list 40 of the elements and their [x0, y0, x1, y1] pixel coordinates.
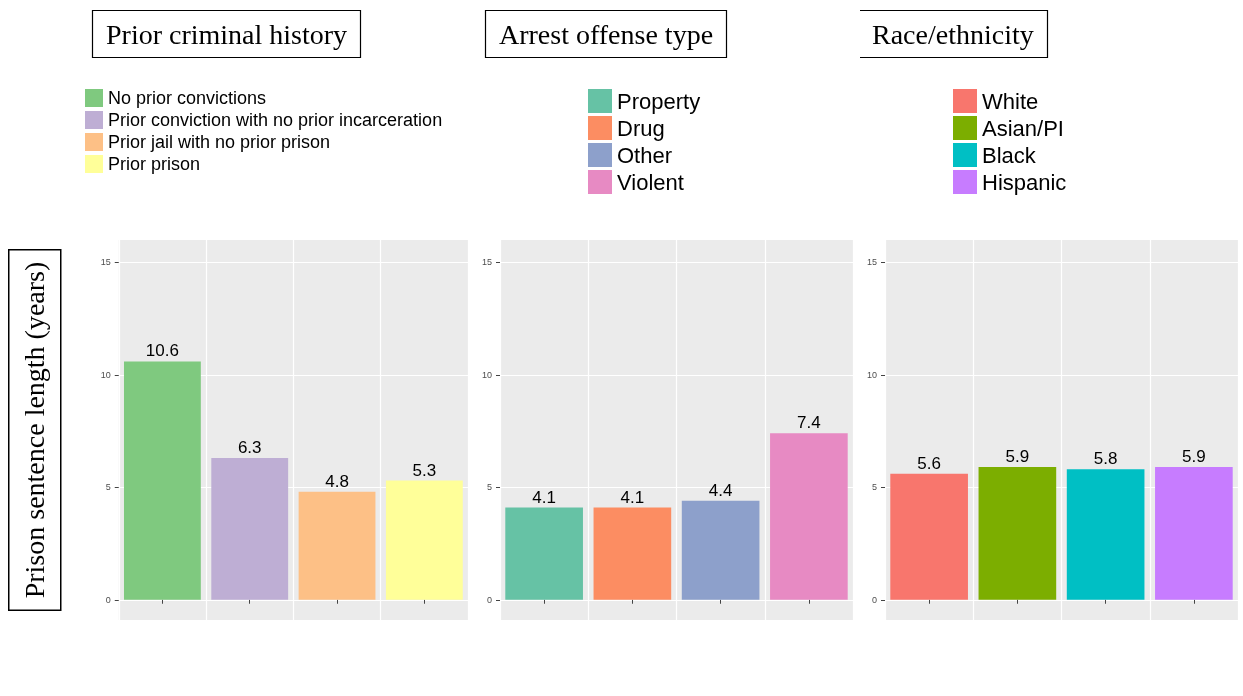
data-label: 4.1: [620, 487, 645, 507]
y-tick-label: 5: [871, 482, 877, 493]
data-label: 10.6: [145, 341, 179, 361]
legend-label: Prior prison: [108, 154, 201, 174]
data-label: 5.6: [917, 453, 941, 473]
legend-label: Asian/PI: [982, 115, 1064, 141]
legend-label: White: [982, 88, 1039, 114]
y-axis-title: Prison sentence length (years): [19, 261, 51, 599]
y-tick-label: 0: [871, 594, 877, 605]
legend-label: Black: [982, 142, 1037, 168]
y-tick-label: 15: [481, 257, 492, 268]
y-tick-label: 0: [105, 594, 111, 605]
data-label: 5.9: [1005, 447, 1030, 467]
data-label: 5.9: [1182, 447, 1206, 467]
data-label: 5.8: [1093, 449, 1118, 469]
y-tick-label: 10: [481, 369, 492, 380]
chart-title: Race/ethnicity: [872, 18, 1034, 50]
y-tick-label: 5: [486, 482, 492, 493]
chart-title: Arrest offense type: [499, 18, 714, 50]
legend-label: Other: [617, 142, 673, 168]
y-tick-label: 15: [866, 257, 877, 268]
data-label: 6.3: [237, 438, 262, 458]
y-tick-label: 15: [100, 257, 111, 268]
legend-label: Hispanic: [982, 169, 1067, 195]
legend-label: Property: [617, 88, 701, 114]
y-tick-label: 0: [486, 594, 492, 605]
legend-label: Drug: [617, 115, 665, 141]
y-tick-label: 5: [105, 482, 111, 493]
legend-label: No prior convictions: [108, 88, 267, 108]
chart-title: Prior criminal history: [106, 18, 348, 50]
y-tick-label: 10: [866, 369, 877, 380]
legend-label: Prior conviction with no prior incarceration: [108, 110, 443, 130]
data-label: 4.8: [325, 471, 349, 491]
y-tick-label: 10: [100, 369, 111, 380]
legend-label: Prior jail with no prior prison: [108, 132, 331, 152]
data-label: 5.3: [412, 460, 437, 480]
legend-label: Violent: [617, 169, 684, 195]
data-label: 4.4: [708, 480, 733, 500]
data-label: 7.4: [797, 413, 821, 433]
data-label: 4.1: [532, 487, 556, 507]
